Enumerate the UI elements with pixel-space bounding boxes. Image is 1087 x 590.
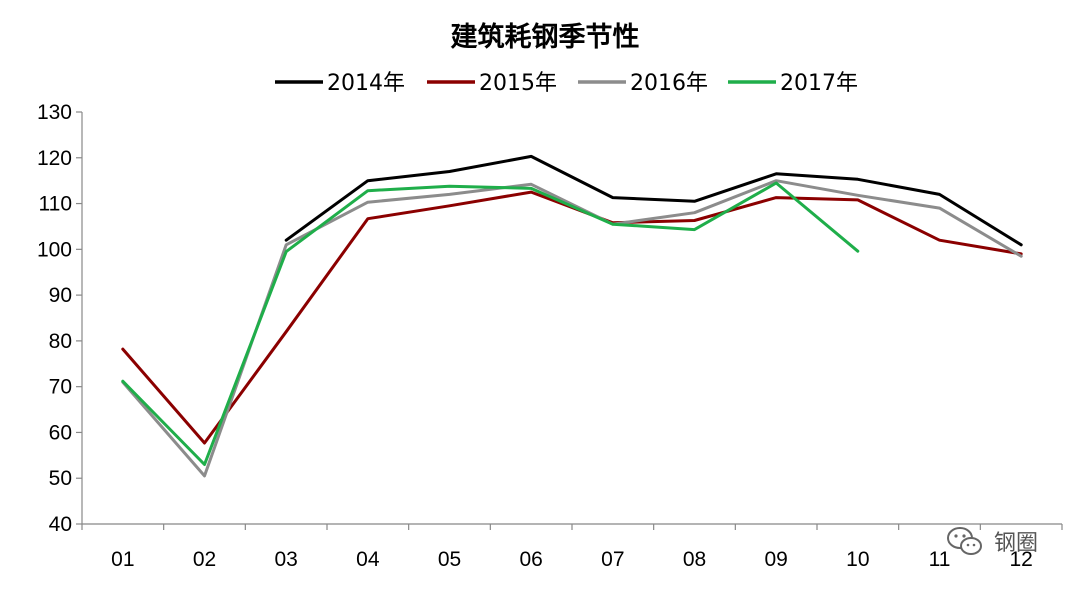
x-tick-label: 08 bbox=[683, 548, 706, 571]
y-tick-label: 130 bbox=[37, 101, 72, 124]
legend: 2014年 2015年 2016年 2017年 bbox=[275, 71, 858, 96]
chart-title: 建筑耗钢季节性 bbox=[451, 21, 640, 53]
series-line-0 bbox=[284, 154, 1023, 247]
legend-label: 2015年 bbox=[479, 71, 557, 96]
y-tick-label: 50 bbox=[49, 467, 72, 490]
x-tick-label: 04 bbox=[356, 548, 380, 571]
x-tick-label: 05 bbox=[438, 548, 461, 571]
watermark-text: 钢圈 bbox=[994, 531, 1038, 556]
legend-label: 2014年 bbox=[327, 71, 405, 96]
x-tick-label: 10 bbox=[846, 548, 869, 571]
x-tick-label: 01 bbox=[111, 548, 134, 571]
y-tick-label: 100 bbox=[37, 238, 72, 261]
y-tick-label: 60 bbox=[49, 421, 72, 444]
y-tick-label: 90 bbox=[49, 284, 72, 307]
y-tick-label: 40 bbox=[49, 513, 72, 536]
wechat-icon bbox=[947, 527, 982, 555]
x-tick-label: 03 bbox=[274, 548, 297, 571]
series-line-1 bbox=[121, 190, 1023, 445]
watermark: 钢圈 bbox=[947, 527, 1038, 556]
y-tick-label: 120 bbox=[37, 147, 72, 170]
y-tick-label: 70 bbox=[49, 376, 72, 399]
y-tick-label: 80 bbox=[49, 330, 72, 353]
legend-label: 2016年 bbox=[630, 71, 708, 96]
series-line-3 bbox=[121, 181, 860, 466]
x-tick-label: 09 bbox=[764, 548, 787, 571]
axes: 40 50 60 70 80 90 100 110 120 130 01 02 03 04 05 06 07 08… bbox=[37, 101, 1063, 571]
x-tick-label: 07 bbox=[601, 548, 624, 571]
legend-label: 2017年 bbox=[780, 71, 858, 96]
y-tick-label: 110 bbox=[39, 193, 72, 216]
x-tick-label: 06 bbox=[519, 548, 542, 571]
x-tick-label: 12 bbox=[1009, 548, 1032, 571]
x-tick-label: 02 bbox=[193, 548, 216, 571]
series-group bbox=[121, 154, 1023, 478]
x-tick-label: 11 bbox=[929, 548, 951, 571]
